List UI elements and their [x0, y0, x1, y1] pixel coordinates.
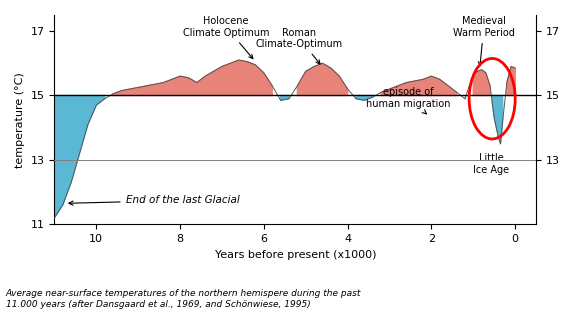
Text: Medieval
Warm Period: Medieval Warm Period: [453, 16, 515, 66]
Text: Average near-surface temperatures of the northern hemispere during the past
11.0: Average near-surface temperatures of the…: [6, 290, 361, 309]
Y-axis label: temperature (°C): temperature (°C): [15, 72, 25, 168]
Text: End of the last Glacial: End of the last Glacial: [69, 195, 239, 205]
Text: Roman
Climate-Optimum: Roman Climate-Optimum: [256, 27, 343, 64]
Text: episode of
human migration: episode of human migration: [366, 87, 451, 114]
Text: Little
Ice Age: Little Ice Age: [473, 154, 509, 175]
X-axis label: Years before present (x1000): Years before present (x1000): [214, 250, 376, 260]
Text: Holocene
Climate Optimum: Holocene Climate Optimum: [183, 16, 270, 59]
